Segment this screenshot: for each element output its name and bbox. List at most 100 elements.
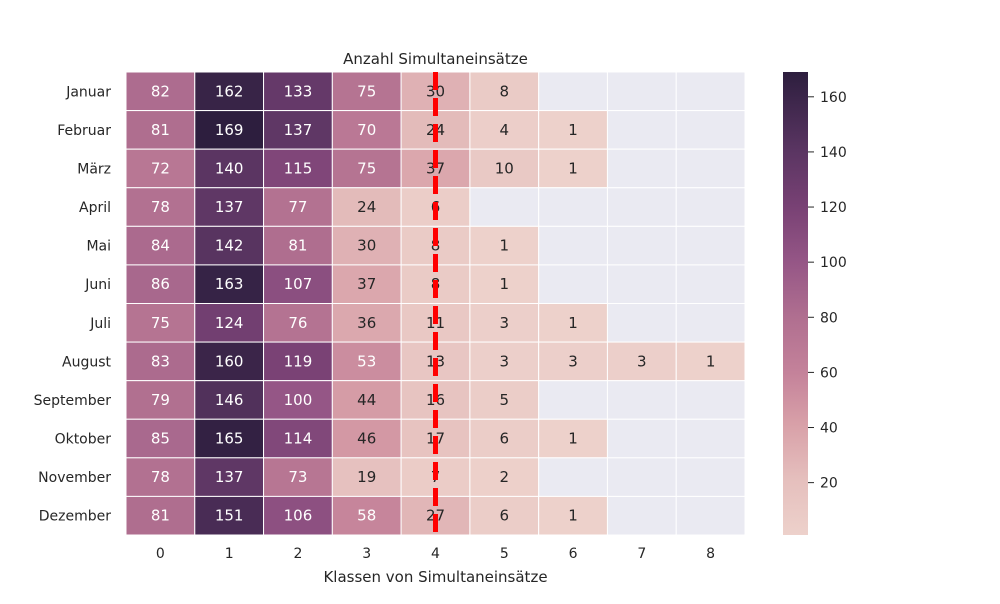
y-tick-label: November xyxy=(38,470,111,486)
heatmap-cell xyxy=(538,148,608,189)
heatmap-cell xyxy=(263,380,333,420)
heatmap-cell xyxy=(675,457,746,497)
cell-value-label: 124 xyxy=(215,314,244,332)
heatmap-cell xyxy=(125,71,196,112)
cell-value-label: 107 xyxy=(284,275,313,293)
colorbar-tick-label: 80 xyxy=(820,310,838,326)
cell-value-label: 1 xyxy=(706,352,716,370)
y-tick-label: August xyxy=(62,354,112,370)
cell-value-label: 46 xyxy=(357,430,376,448)
cell-value-label: 137 xyxy=(215,198,244,216)
heatmap-cell xyxy=(263,187,333,227)
cell-value-label: 6 xyxy=(500,430,510,448)
chart-title: Anzahl Simultaneinsätze xyxy=(343,50,528,68)
heatmap-cell xyxy=(331,457,402,497)
cell-value-label: 140 xyxy=(215,159,244,177)
cell-value-label: 19 xyxy=(357,468,376,486)
heatmap-cell xyxy=(194,418,265,459)
heatmap-cell xyxy=(606,418,677,459)
heatmap-cell xyxy=(194,71,265,112)
colorbar-tick-label: 100 xyxy=(820,255,847,271)
cell-value-label: 79 xyxy=(151,391,170,409)
cell-value-label: 151 xyxy=(215,507,244,525)
heatmap-cell xyxy=(538,225,608,266)
x-tick-label: 5 xyxy=(500,546,509,562)
cell-value-label: 85 xyxy=(151,430,170,448)
heatmap-cell xyxy=(469,341,540,382)
cell-value-label: 78 xyxy=(151,468,170,486)
cell-value-label: 106 xyxy=(284,507,313,525)
heatmap-cell xyxy=(675,148,746,189)
heatmap-cell xyxy=(125,341,196,382)
heatmap-cell xyxy=(469,303,540,343)
cell-value-label: 77 xyxy=(288,198,307,216)
heatmap-cell xyxy=(194,457,265,497)
cell-value-label: 163 xyxy=(215,275,244,293)
cell-value-label: 3 xyxy=(500,352,510,370)
cell-value-label: 3 xyxy=(568,352,578,370)
y-tick-label: April xyxy=(79,200,111,216)
y-tick-label: September xyxy=(34,393,112,409)
cell-value-label: 81 xyxy=(151,121,170,139)
heatmap-cell xyxy=(331,148,402,189)
heatmap-cell xyxy=(675,418,746,459)
cell-value-label: 75 xyxy=(357,159,376,177)
heatmap-cell xyxy=(538,187,608,227)
cell-value-label: 6 xyxy=(500,507,510,525)
heatmap-cell xyxy=(263,225,333,266)
cell-value-label: 73 xyxy=(288,468,307,486)
heatmap-cell xyxy=(194,110,265,150)
cell-value-label: 137 xyxy=(284,121,313,139)
cell-value-label: 37 xyxy=(426,159,445,177)
cell-value-label: 37 xyxy=(357,275,376,293)
cell-value-label: 100 xyxy=(284,391,313,409)
y-tick-label: Februar xyxy=(57,123,111,139)
heatmap-cell xyxy=(263,341,333,382)
heatmap-cell xyxy=(675,187,746,227)
heatmap-cell xyxy=(125,495,196,536)
heatmap-cell xyxy=(538,418,608,459)
cell-value-label: 83 xyxy=(151,352,170,370)
cell-value-label: 53 xyxy=(357,352,376,370)
cell-value-label: 137 xyxy=(215,468,244,486)
cell-value-label: 30 xyxy=(357,237,376,255)
heatmap-cell xyxy=(331,225,402,266)
colorbar-tick-label: 120 xyxy=(820,200,847,216)
heatmap-cell xyxy=(606,264,677,304)
heatmap-cell xyxy=(331,495,402,536)
cell-value-label: 5 xyxy=(500,391,510,409)
cell-value-label: 115 xyxy=(284,159,313,177)
colorbar-tick-label: 160 xyxy=(820,90,847,106)
x-tick-label: 7 xyxy=(637,546,646,562)
cell-value-label: 1 xyxy=(500,237,510,255)
x-tick-label: 3 xyxy=(362,546,371,562)
heatmap-cell xyxy=(263,148,333,189)
heatmap-cell xyxy=(194,303,265,343)
x-tick-label: 4 xyxy=(431,546,440,562)
cell-value-label: 10 xyxy=(495,159,514,177)
heatmap-cell xyxy=(675,71,746,112)
heatmap-cell xyxy=(606,303,677,343)
heatmap-cell xyxy=(675,341,746,382)
heatmap-cell xyxy=(469,264,540,304)
cell-value-label: 1 xyxy=(500,275,510,293)
heatmap-cell xyxy=(606,71,677,112)
x-tick-label: 0 xyxy=(156,546,165,562)
heatmap-cell xyxy=(469,71,540,112)
heatmap-cell xyxy=(194,341,265,382)
cell-value-label: 114 xyxy=(284,430,313,448)
heatmap-cell xyxy=(675,380,746,420)
y-tick-label: März xyxy=(77,161,111,177)
heatmap-cell xyxy=(469,495,540,536)
heatmap-cell xyxy=(194,380,265,420)
cell-value-label: 160 xyxy=(215,352,244,370)
cell-value-label: 58 xyxy=(357,507,376,525)
cell-value-label: 162 xyxy=(215,82,244,100)
cell-value-label: 70 xyxy=(357,121,376,139)
heatmap-cell xyxy=(263,495,333,536)
cell-value-label: 84 xyxy=(151,237,170,255)
heatmap-cell xyxy=(469,187,540,227)
cell-value-label: 1 xyxy=(568,121,578,139)
cell-value-label: 8 xyxy=(500,82,510,100)
heatmap-cell xyxy=(675,264,746,304)
